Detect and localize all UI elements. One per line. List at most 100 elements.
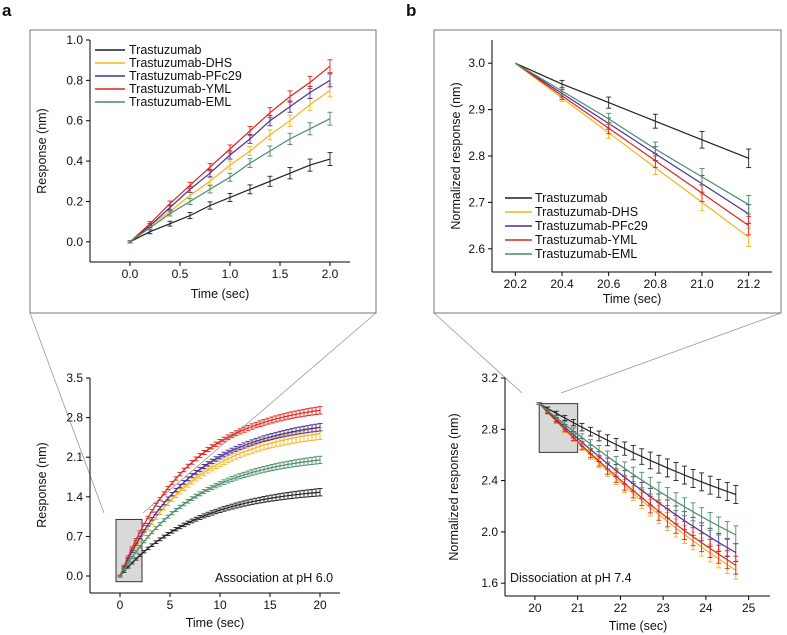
legend-label-yml: Trastuzumab-YML <box>535 233 637 247</box>
panel-label-a: a <box>2 1 12 20</box>
chart-dissociation: 20 21 22 23 24 25 1.6 2.0 2.4 2.8 3.2 Time (sec) N… <box>447 371 770 633</box>
series-line-trastuzumab-yml <box>538 403 737 566</box>
inset-box-b <box>433 29 782 314</box>
y-tick-label: 2.4 <box>481 474 498 488</box>
series-line-trastuzumab <box>129 158 331 243</box>
series-line-trastuzumab-dhs <box>538 403 737 571</box>
legend-label-eml: Trastuzumab-EML <box>129 95 231 109</box>
series-trastuzumab <box>515 62 752 169</box>
y-tick-label: 3.2 <box>481 371 498 385</box>
series-line-trastuzumab-eml <box>514 62 750 206</box>
legend-label-eml: Trastuzumab-EML <box>535 247 637 261</box>
zoom-line-b-right <box>560 312 782 394</box>
series-trastuzumab-eml <box>536 402 739 545</box>
y-tick-label: 2.8 <box>468 149 485 163</box>
x-tick-label: 21 <box>571 601 585 615</box>
y-tick-label: 0.8 <box>66 73 83 87</box>
zoom-line-a-right <box>142 312 377 514</box>
x-tick-label: 20.6 <box>597 277 621 291</box>
axes <box>89 40 350 263</box>
x-tick-label: 5 <box>167 598 174 612</box>
x-axis-title: Time (sec) <box>609 619 668 633</box>
y-tick-label: 1.4 <box>66 490 83 504</box>
y-tick-label: 0.6 <box>66 114 83 128</box>
legend: Trastuzumab Trastuzumab-DHS Trastuzumab-… <box>95 43 242 109</box>
x-tick-label: 20 <box>313 598 327 612</box>
y-tick-label: 0.0 <box>66 569 83 583</box>
x-tick-label: 20.8 <box>644 277 668 291</box>
series-line-trastuzumab-pfc29 <box>119 426 321 577</box>
zoom-connectors <box>29 312 782 514</box>
series-trastuzumab-yml <box>117 406 323 578</box>
legend-label-pfc29: Trastuzumab-PFc29 <box>129 69 242 83</box>
x-tick-label: 2.0 <box>322 267 339 281</box>
series-trastuzumab-eml <box>117 455 323 578</box>
series-trastuzumab-dhs <box>117 427 323 578</box>
x-tick-label: 23 <box>656 601 670 615</box>
chart-association: 0 5 10 15 20 0.0 0.7 1.4 2.1 2.8 3.5 Time (sec) Re… <box>35 371 340 630</box>
series-line-trastuzumab-dhs <box>119 432 321 577</box>
series-line-trastuzumab-yml <box>129 65 331 243</box>
series-line-trastuzumab-yml <box>514 62 750 227</box>
axes <box>89 378 340 594</box>
x-tick-label: 0 <box>117 598 124 612</box>
y-tick-label: 2.9 <box>468 103 485 117</box>
chart-association-zoom: 0.0 0.5 1.0 1.5 2.0 0.0 0.2 0.4 0.6 0.8 1.0 Time (… <box>35 33 350 301</box>
series-trastuzumab <box>117 488 323 578</box>
zoom-line-b-left <box>433 312 523 394</box>
x-tick-label: 20.2 <box>504 277 528 291</box>
x-tick-label: 21.2 <box>737 277 761 291</box>
y-tick-label: 1.6 <box>481 576 498 590</box>
y-tick-label: 3.0 <box>468 56 485 70</box>
x-tick-label: 22 <box>614 601 628 615</box>
y-tick-label: 2.8 <box>66 411 83 425</box>
panel-label-b: b <box>406 1 416 20</box>
chart-dissociation-zoom: 20.2 20.4 20.6 20.8 21.0 21.22.62.72.82.93.0 … <box>449 40 772 306</box>
x-tick-label: 1.0 <box>222 267 239 281</box>
annotation: Dissociation at pH 7.4 <box>510 571 632 585</box>
x-axis-title: Time (sec) <box>603 292 662 306</box>
x-tick-label: 21.0 <box>690 277 714 291</box>
series-line-trastuzumab-dhs <box>514 62 750 238</box>
series-line-trastuzumab <box>538 403 736 496</box>
y-tick-label: 2.6 <box>468 242 485 256</box>
inset-box-a <box>29 29 377 314</box>
legend-label-trastuzumab: Trastuzumab <box>535 191 608 205</box>
y-axis-title: Normalized response (nm) <box>447 413 461 560</box>
series-line-trastuzumab-pfc29 <box>129 79 331 243</box>
x-axis-title: Time (sec) <box>191 287 250 301</box>
series-line-trastuzumab-eml <box>119 459 321 577</box>
series-line-trastuzumab-eml <box>129 118 331 243</box>
x-tick-label: 20 <box>528 601 542 615</box>
y-tick-label: 2.7 <box>468 195 485 209</box>
legend-label-pfc29: Trastuzumab-PFc29 <box>535 219 648 233</box>
x-tick-label: 0.5 <box>172 267 189 281</box>
series-trastuzumab <box>127 152 333 244</box>
series-line-trastuzumab-pfc29 <box>514 62 750 215</box>
y-axis-title: Response (nm) <box>35 108 49 193</box>
x-tick-label: 10 <box>213 598 227 612</box>
x-tick-label: 1.5 <box>272 267 289 281</box>
x-tick-label: 20.4 <box>550 277 574 291</box>
y-tick-label: 0.7 <box>66 529 83 543</box>
y-tick-label: 0.4 <box>66 154 83 168</box>
series-line-trastuzumab-pfc29 <box>538 403 737 554</box>
zoom-line-a-left <box>29 312 105 514</box>
annotation: Association at pH 6.0 <box>215 571 333 585</box>
series-line-trastuzumab <box>119 491 321 577</box>
series-trastuzumab <box>536 402 739 504</box>
series-trastuzumab-eml <box>514 62 752 215</box>
y-axis-title: Response (nm) <box>35 442 49 527</box>
series-line-trastuzumab-yml <box>119 409 321 577</box>
x-tick-label: 25 <box>742 601 756 615</box>
x-tick-label: 15 <box>263 598 277 612</box>
series-trastuzumab-eml <box>127 111 333 244</box>
y-tick-label: 2.8 <box>481 422 498 436</box>
x-tick-label: 24 <box>699 601 713 615</box>
legend-label-dhs: Trastuzumab-DHS <box>535 205 638 219</box>
y-tick-label: 2.1 <box>66 450 83 464</box>
legend-label-yml: Trastuzumab-YML <box>129 82 231 96</box>
x-tick-label: 0.0 <box>122 267 139 281</box>
x-axis-title: Time (sec) <box>186 616 245 630</box>
